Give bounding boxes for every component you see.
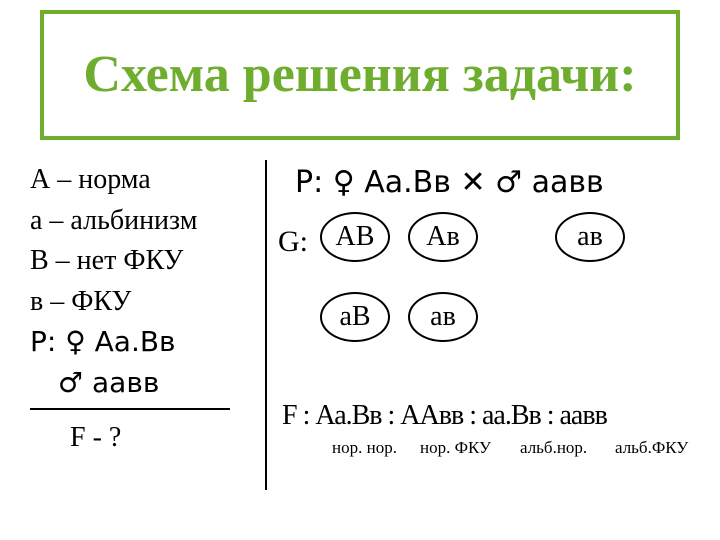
gamete-ab-maternal: ав [408,292,478,342]
phenotype-alb-FKU: альб.ФКУ [615,438,688,458]
cross-P-line: Р: ♀ Аа.Вв ✕ ♂ аавв [295,165,604,200]
gamete-aB-maternal: аВ [320,292,390,342]
legend-P-female: Р: ♀ Аа.Вв [30,322,230,363]
legend-F: F - ? [30,418,230,459]
legend: А – норма а – альбинизм В – нет ФКУ в – … [30,160,230,458]
phenotype-norm-FKU: нор. ФКУ [420,438,491,458]
gamete-Ab-maternal: Ав [408,212,478,262]
legend-P-male: ♂ аавв [30,363,230,404]
gamete-AB-maternal: АВ [320,212,390,262]
phenotype-alb-norm: альб.нор. [520,438,587,458]
G-label: G: [278,225,308,259]
legend-B: В – нет ФКУ [30,241,230,282]
legend-a: а – альбинизм [30,201,230,242]
legend-A: А – норма [30,160,230,201]
gamete-ab-paternal: ав [555,212,625,262]
phenotype-norm-norm: нор. нор. [332,438,397,458]
vertical-divider [265,160,267,490]
title-frame: Схема решения задачи: [40,10,680,140]
F-line: F : Аа.Вв : ААвв : аа.Вв : аавв [282,400,607,432]
legend-b: в – ФКУ [30,282,230,323]
legend-divider [30,408,230,410]
title: Схема решения задачи: [83,48,636,103]
